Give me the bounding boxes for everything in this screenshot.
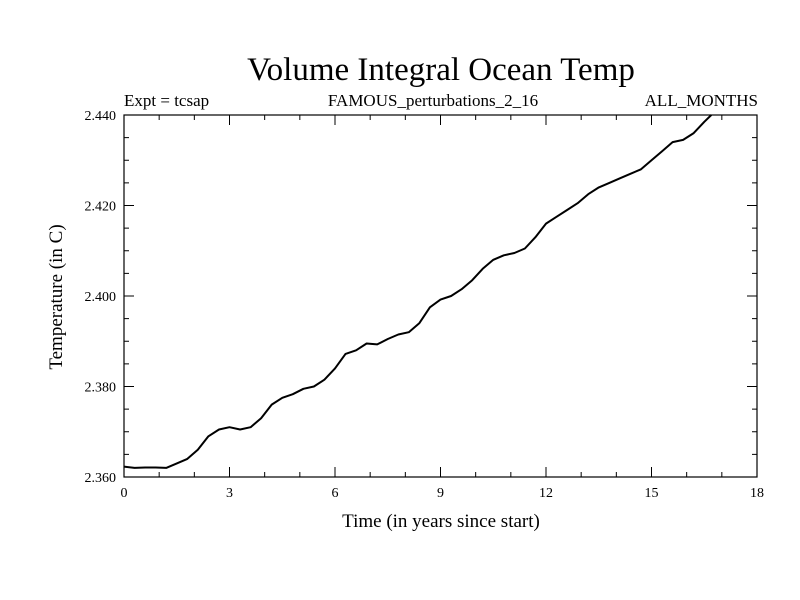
months-label: ALL_MONTHS	[645, 91, 758, 110]
x-tick-label: 0	[121, 486, 128, 501]
x-tick-label: 15	[645, 486, 659, 501]
experiment-label: Expt = tcsap	[124, 91, 209, 110]
y-tick-label: 2.440	[85, 109, 117, 124]
run-name-label: FAMOUS_perturbations_2_16	[328, 91, 538, 110]
y-tick-label: 2.400	[85, 290, 117, 305]
x-tick-label: 3	[226, 486, 233, 501]
plot-area: 0 3 6 9 12 15 18 2.360 2.380 2.400 2.420 2.440	[85, 109, 765, 501]
x-axis-label: Time (in years since start)	[342, 511, 540, 532]
x-tick-label: 12	[539, 486, 553, 501]
y-axis-label: Temperature (in C)	[46, 224, 67, 369]
temperature-series-line	[123, 114, 712, 469]
plot-frame	[123, 114, 758, 478]
x-tick-label: 9	[437, 486, 444, 501]
y-tick-label: 2.360	[85, 471, 117, 486]
chart-title: Volume Integral Ocean Temp	[247, 52, 635, 88]
x-tick-label: 6	[332, 486, 339, 501]
y-tick-label: 2.420	[85, 200, 117, 215]
x-tick-label: 18	[750, 486, 764, 501]
y-tick-label: 2.380	[85, 381, 117, 396]
